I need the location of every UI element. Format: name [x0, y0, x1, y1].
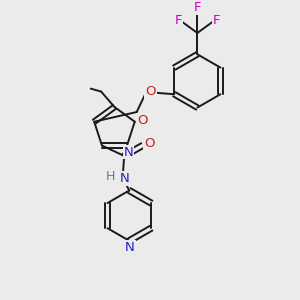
Text: N: N: [124, 146, 134, 159]
Text: O: O: [137, 114, 148, 127]
Text: F: F: [213, 14, 220, 27]
Text: F: F: [194, 1, 201, 14]
Text: N: N: [119, 172, 129, 185]
Text: O: O: [146, 85, 156, 98]
Text: N: N: [125, 241, 135, 254]
Text: F: F: [174, 14, 182, 27]
Text: O: O: [144, 137, 154, 150]
Text: H: H: [106, 170, 115, 183]
